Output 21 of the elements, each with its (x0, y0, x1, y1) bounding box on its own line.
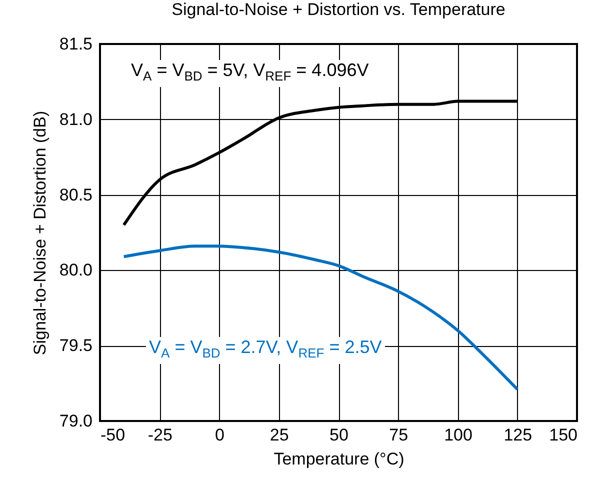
x-tick-label: 150 (549, 426, 578, 444)
x-tick-label: 125 (504, 426, 532, 444)
note-label: V$_{A}$ = V$_{BD}$ = 2.7V, V$_{REF}$ = 2.5V (146, 337, 385, 364)
x-axis-title: Temperature (°C) (274, 450, 404, 468)
y-axis-title: Signal-to-Noise + Distortion (dB) (30, 110, 50, 356)
x-tick-label: -25 (148, 426, 172, 444)
y-tick-label: 80.0 (59, 260, 92, 280)
x-tick-label: -50 (100, 426, 126, 444)
x-tick-label: 100 (444, 426, 472, 444)
x-tick-label: 0 (215, 426, 224, 444)
x-tick-label: 25 (270, 426, 289, 444)
y-tick-label: 79.5 (59, 336, 92, 356)
line-series (122, 244, 519, 391)
x-tick-label: 50 (330, 426, 348, 444)
y-tick-label: 81.5 (59, 34, 92, 54)
y-tick-label: 81.0 (59, 110, 92, 129)
y-tick-label: 80.5 (59, 185, 92, 204)
y-tick-label: 79.0 (59, 412, 92, 430)
x-tick-label: 75 (389, 426, 408, 444)
note-label: V$_{A}$ = V$_{BD}$ = 5V, V$_{REF}$ = 4.096V (128, 60, 372, 87)
chart-title: Signal-to-Noise + Distortion vs. Temperature (172, 0, 506, 19)
